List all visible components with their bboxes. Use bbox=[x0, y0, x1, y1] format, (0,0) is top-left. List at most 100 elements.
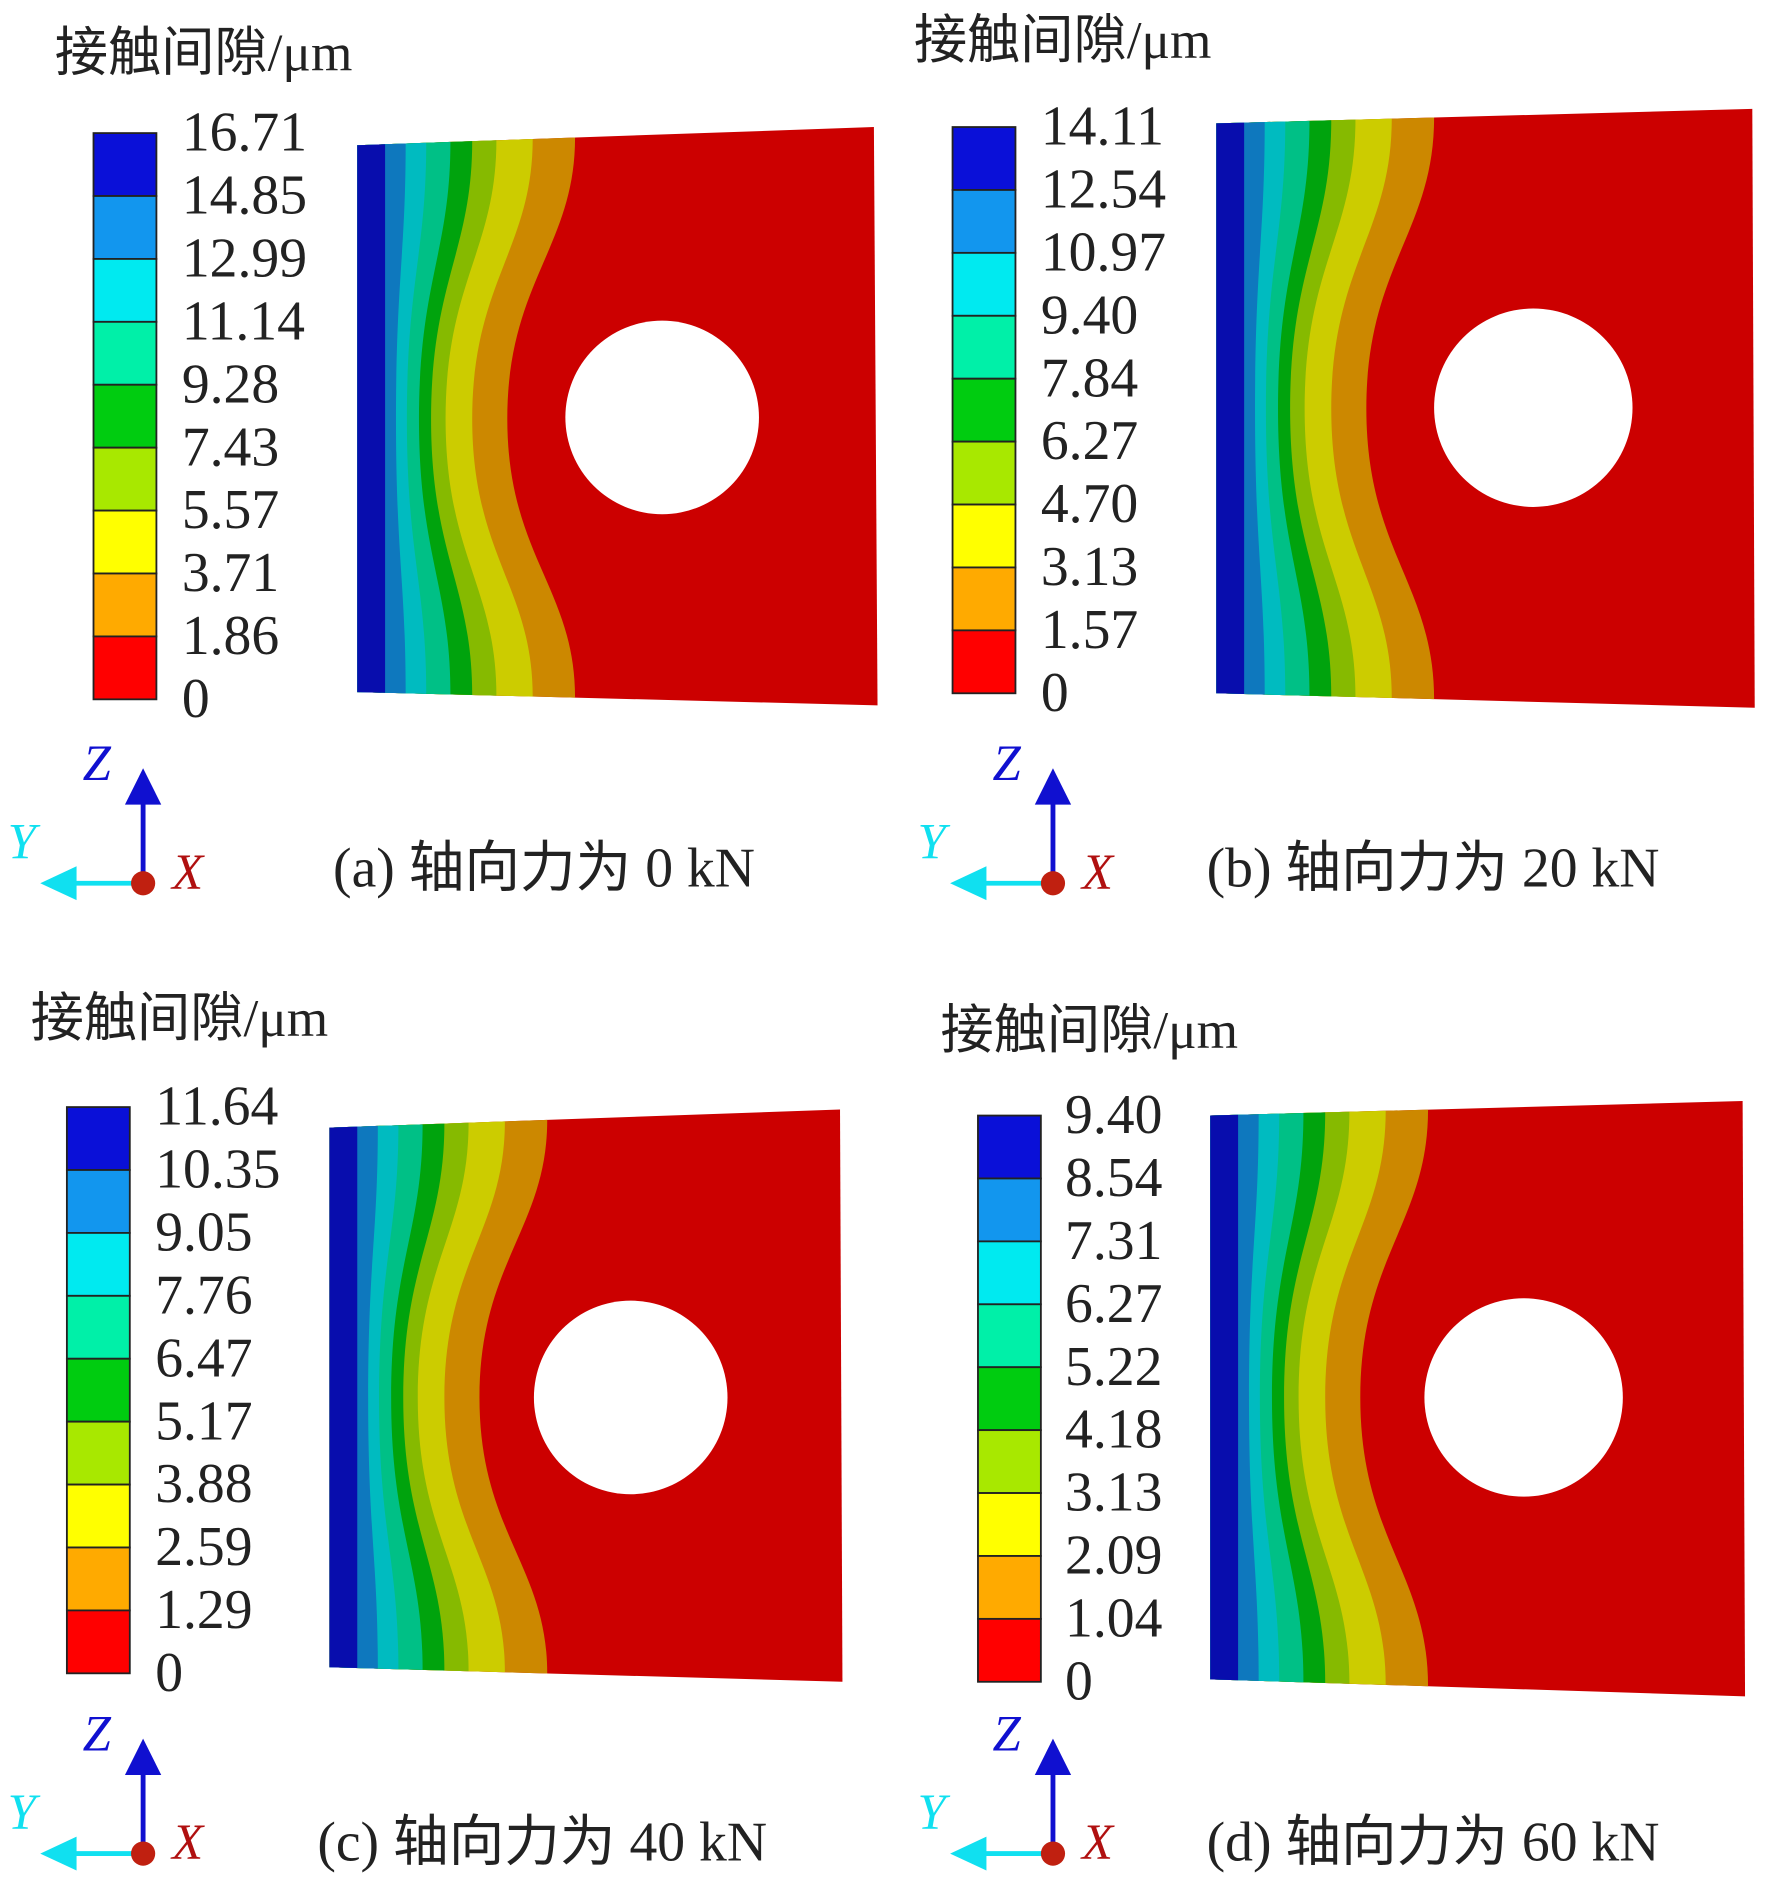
legend-swatch bbox=[92, 383, 158, 449]
legend-swatch bbox=[92, 195, 158, 260]
y-axis-label: Y bbox=[917, 1784, 950, 1840]
legend-label: 6.47 bbox=[155, 1327, 252, 1389]
y-arrowhead bbox=[950, 866, 987, 901]
x-axis-dot bbox=[131, 1841, 156, 1866]
hole bbox=[1424, 1298, 1623, 1497]
z-arrowhead bbox=[1034, 1738, 1072, 1775]
legend-title: 接触间隙/μm bbox=[940, 1001, 1238, 1060]
legend-label: 8.54 bbox=[1065, 1147, 1162, 1209]
legend-swatch bbox=[92, 320, 158, 386]
legend-label: 2.59 bbox=[155, 1516, 252, 1578]
legend-label: 7.43 bbox=[182, 416, 279, 478]
z-axis-label: Z bbox=[992, 735, 1021, 791]
legend-swatch bbox=[92, 258, 158, 323]
x-axis-dot bbox=[1040, 1841, 1066, 1866]
legend-swatch bbox=[65, 1232, 131, 1297]
legend-label: 3.13 bbox=[1041, 536, 1138, 598]
legend-swatch bbox=[65, 1357, 131, 1423]
legend-label: 9.05 bbox=[155, 1202, 252, 1264]
legend-label: 9.40 bbox=[1041, 284, 1138, 346]
contour-plot bbox=[357, 127, 878, 706]
legend-label: 7.31 bbox=[1065, 1210, 1162, 1272]
legend-label: 11.64 bbox=[155, 1076, 278, 1138]
hole bbox=[565, 320, 759, 515]
legend-swatch bbox=[65, 1609, 131, 1675]
panel: 接触间隙/μm 16.7114.8512.9911.149.287.435.573… bbox=[8, 23, 878, 901]
y-arrowhead bbox=[40, 1836, 77, 1871]
legend-swatch bbox=[951, 629, 1017, 695]
panel: 接触间隙/μm 9.408.547.316.275.224.183.132.091… bbox=[917, 1001, 1746, 1873]
x-axis-label: X bbox=[170, 1814, 205, 1870]
caption: (c) 轴向力为 40 kN bbox=[317, 1811, 767, 1873]
hole bbox=[1434, 308, 1633, 507]
contour-plot bbox=[329, 1109, 843, 1682]
legend-label: 2.09 bbox=[1065, 1525, 1162, 1587]
legend-swatch bbox=[92, 446, 158, 512]
legend-label: 10.97 bbox=[1041, 221, 1166, 283]
z-arrowhead bbox=[124, 768, 162, 805]
x-axis-dot bbox=[131, 871, 156, 896]
contour-band bbox=[329, 1126, 358, 1669]
legend-swatch bbox=[65, 1169, 131, 1234]
legend-swatch bbox=[92, 509, 158, 575]
legend-swatch bbox=[977, 1177, 1042, 1243]
x-axis-label: X bbox=[1080, 844, 1115, 900]
y-axis-label: Y bbox=[8, 814, 41, 870]
legend-label: 12.54 bbox=[1041, 159, 1166, 221]
hole bbox=[533, 1300, 728, 1495]
legend-swatch bbox=[977, 1240, 1042, 1306]
legend-label: 3.13 bbox=[1065, 1462, 1162, 1524]
legend-label: 5.57 bbox=[182, 479, 279, 541]
contour-band bbox=[1216, 122, 1245, 695]
legend-swatch bbox=[977, 1429, 1042, 1494]
z-axis-label: Z bbox=[83, 735, 112, 791]
legend-label: 1.57 bbox=[1041, 599, 1138, 661]
caption: (d) 轴向力为 60 kN bbox=[1207, 1811, 1660, 1873]
legend-swatch bbox=[951, 251, 1017, 317]
legend-label: 4.18 bbox=[1065, 1399, 1162, 1461]
y-axis-label: Y bbox=[917, 814, 950, 870]
legend-label: 0 bbox=[155, 1642, 183, 1704]
legend-swatch bbox=[951, 503, 1017, 569]
legend-swatch bbox=[951, 314, 1017, 380]
panel: 接触间隙/μm 14.1112.5410.979.407.846.274.703.… bbox=[914, 11, 1755, 901]
legend-swatch bbox=[951, 440, 1017, 506]
legend-label: 0 bbox=[1065, 1650, 1093, 1712]
legend-swatch bbox=[65, 1106, 131, 1171]
x-axis-label: X bbox=[170, 844, 205, 900]
legend-swatch bbox=[977, 1617, 1042, 1683]
legend-label: 4.70 bbox=[1041, 473, 1138, 535]
legend-label: 7.76 bbox=[155, 1264, 252, 1326]
legend-title: 接触间隙/μm bbox=[31, 989, 329, 1048]
caption: (a) 轴向力为 0 kN bbox=[333, 837, 755, 899]
legend-label: 1.86 bbox=[182, 605, 279, 667]
legend-swatch bbox=[951, 189, 1017, 254]
legend-swatch bbox=[951, 126, 1017, 191]
legend-swatch bbox=[65, 1483, 131, 1549]
legend-label: 6.27 bbox=[1041, 410, 1138, 472]
legend-swatch bbox=[92, 132, 158, 197]
x-axis-dot bbox=[1040, 871, 1066, 896]
legend-label: 0 bbox=[182, 668, 210, 730]
contour-band bbox=[1210, 1114, 1239, 1681]
contour-band bbox=[357, 144, 386, 693]
legend-label: 1.29 bbox=[155, 1579, 252, 1641]
panel: 接触间隙/μm 11.6410.359.057.766.475.173.882.5… bbox=[8, 989, 843, 1873]
legend-label: 9.28 bbox=[182, 353, 279, 415]
legend-swatch bbox=[977, 1555, 1042, 1620]
legend-swatch bbox=[951, 377, 1017, 443]
legend-swatch bbox=[951, 566, 1017, 632]
y-arrowhead bbox=[950, 1836, 987, 1871]
legend-title: 接触间隙/μm bbox=[914, 11, 1212, 70]
legend-label: 5.22 bbox=[1065, 1336, 1162, 1398]
legend-label: 16.71 bbox=[182, 102, 307, 164]
z-arrowhead bbox=[1034, 768, 1072, 805]
legend-swatch bbox=[65, 1294, 131, 1360]
z-arrowhead bbox=[124, 1738, 162, 1775]
legend-swatch bbox=[65, 1546, 131, 1612]
y-axis-label: Y bbox=[8, 1784, 41, 1840]
legend-label: 10.35 bbox=[155, 1139, 280, 1201]
z-axis-label: Z bbox=[83, 1705, 112, 1761]
z-axis-label: Z bbox=[992, 1705, 1021, 1761]
